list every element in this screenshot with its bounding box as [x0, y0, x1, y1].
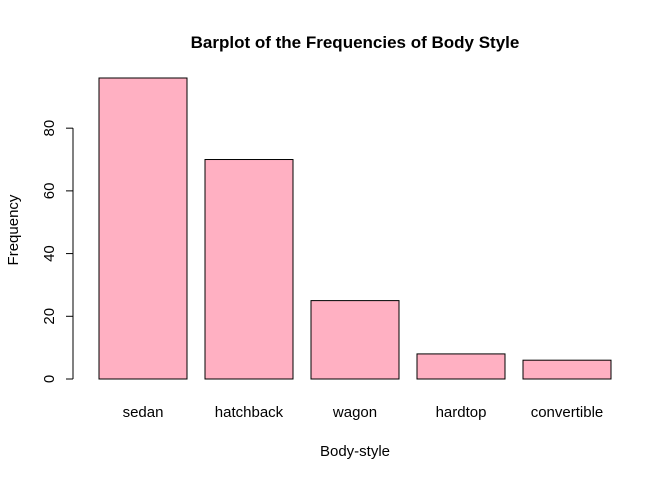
chart-title: Barplot of the Frequencies of Body Style	[191, 33, 520, 52]
x-axis-label: Body-style	[320, 443, 390, 460]
x-tick-label-hatchback: hatchback	[215, 404, 284, 421]
y-tick-label-0: 0	[41, 375, 58, 383]
bar-wagon	[310, 300, 400, 380]
x-tick-label-convertible: convertible	[531, 404, 604, 421]
x-tick-label-wagon: wagon	[332, 404, 377, 421]
bar-hatchback	[204, 159, 294, 380]
bar-hardtop	[416, 353, 506, 380]
y-tick-label-60: 60	[41, 183, 58, 200]
y-tick-label-20: 20	[41, 308, 58, 325]
y-axis: 0 20 40 60 80	[41, 120, 74, 383]
bar-convertible	[522, 359, 612, 380]
x-tick-label-sedan: sedan	[123, 404, 164, 421]
y-tick-label-80: 80	[41, 120, 58, 137]
y-axis-label: Frequency	[5, 194, 22, 265]
bars-group	[98, 77, 612, 380]
x-tick-label-hardtop: hardtop	[436, 404, 487, 421]
bar-sedan	[98, 77, 188, 380]
y-tick-label-40: 40	[41, 245, 58, 262]
x-tick-labels: sedan hatchback wagon hardtop convertible	[123, 404, 604, 421]
